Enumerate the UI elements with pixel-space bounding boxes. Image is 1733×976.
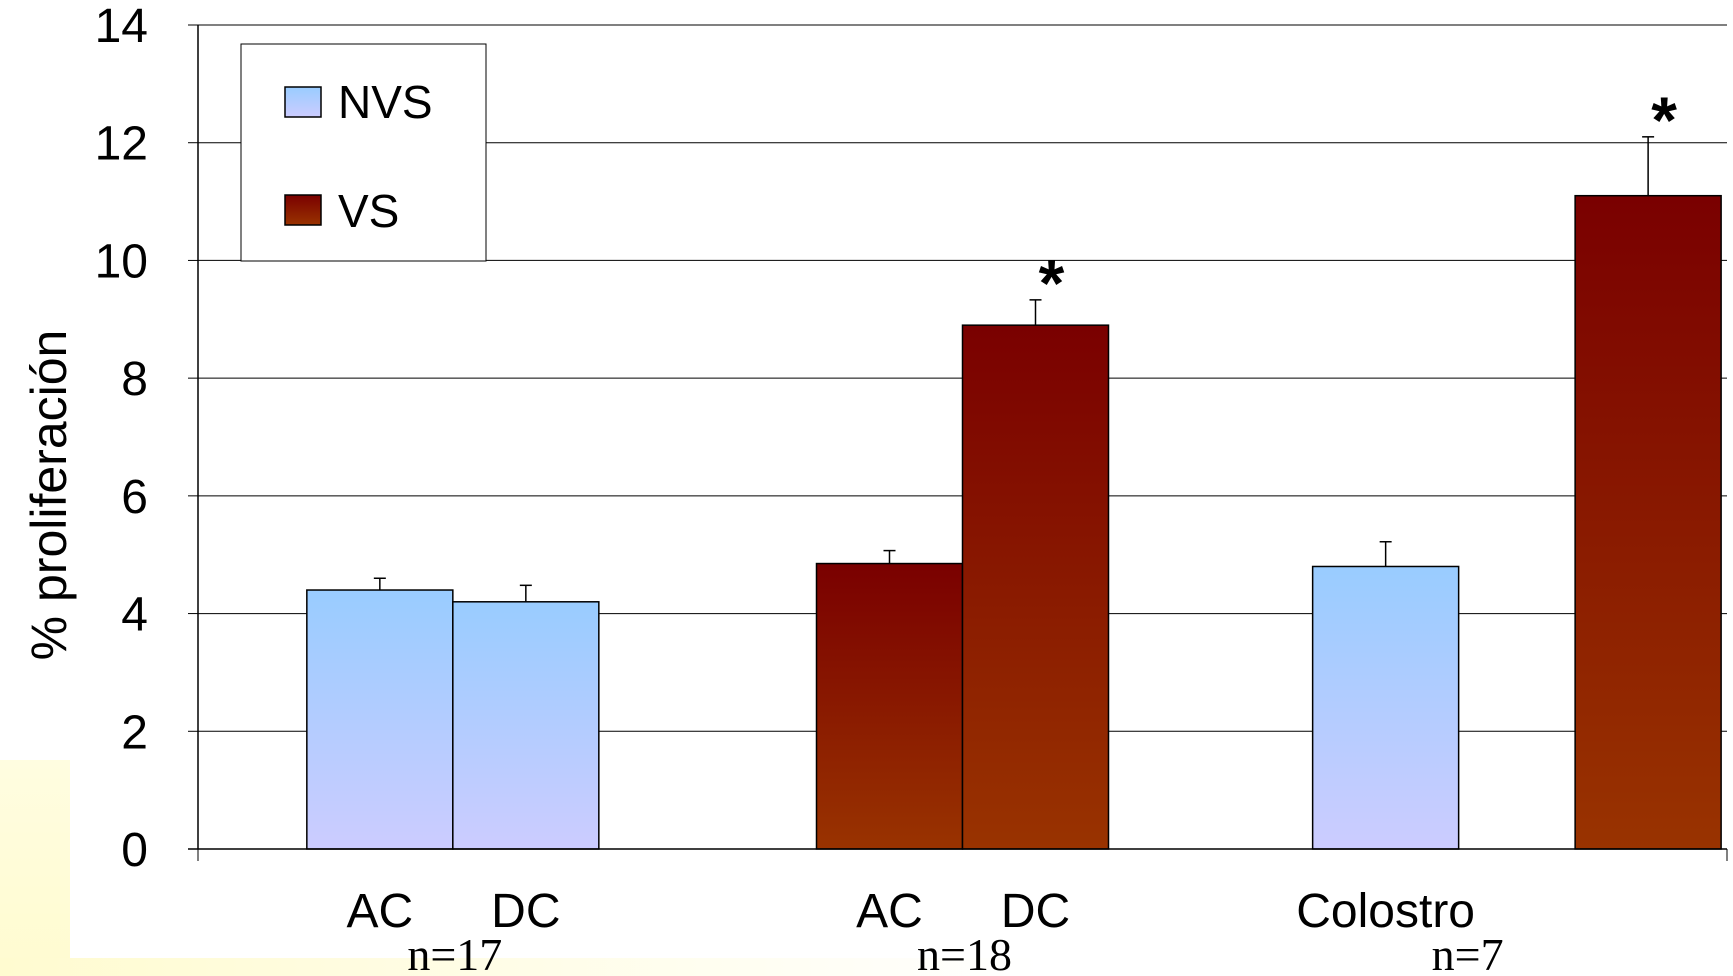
group-n-label: n=18 xyxy=(917,929,1012,976)
legend: NVS VS xyxy=(240,43,487,262)
y-tick-label: 14 xyxy=(95,0,148,53)
bar xyxy=(961,324,1110,850)
significance-star: * xyxy=(1651,83,1677,157)
bar xyxy=(815,562,964,850)
y-tick-label: 2 xyxy=(121,706,148,759)
bar xyxy=(452,601,600,850)
group-n-label: n=17 xyxy=(407,929,502,976)
bottom-decoration xyxy=(0,958,1733,976)
legend-box xyxy=(240,43,487,262)
category-label: Colostro xyxy=(1296,885,1475,938)
category-label: AC xyxy=(346,885,413,938)
y-axis-title: % proliferación xyxy=(21,330,77,661)
legend-label-vs: VS xyxy=(338,185,399,237)
axes xyxy=(188,24,1728,861)
significance-star: * xyxy=(1039,246,1065,320)
bars xyxy=(306,136,1722,850)
corner-decoration xyxy=(0,760,70,976)
legend-swatch-nvs xyxy=(284,86,322,118)
bar xyxy=(1574,194,1722,850)
y-tick-label: 6 xyxy=(121,471,148,524)
y-tick-label: 8 xyxy=(121,353,148,406)
category-label: AC xyxy=(856,885,923,938)
bar xyxy=(306,589,454,850)
bar xyxy=(1311,565,1460,850)
legend-label-nvs: NVS xyxy=(338,76,433,128)
legend-swatch-vs xyxy=(284,194,322,226)
y-tick-label: 10 xyxy=(95,235,148,288)
category-label: DC xyxy=(491,885,560,938)
category-label: DC xyxy=(1001,885,1070,938)
y-tick-label: 4 xyxy=(121,589,148,642)
group-n-label: n=7 xyxy=(1432,929,1504,976)
y-tick-label: 0 xyxy=(121,824,148,877)
y-tick-label: 12 xyxy=(95,118,148,171)
